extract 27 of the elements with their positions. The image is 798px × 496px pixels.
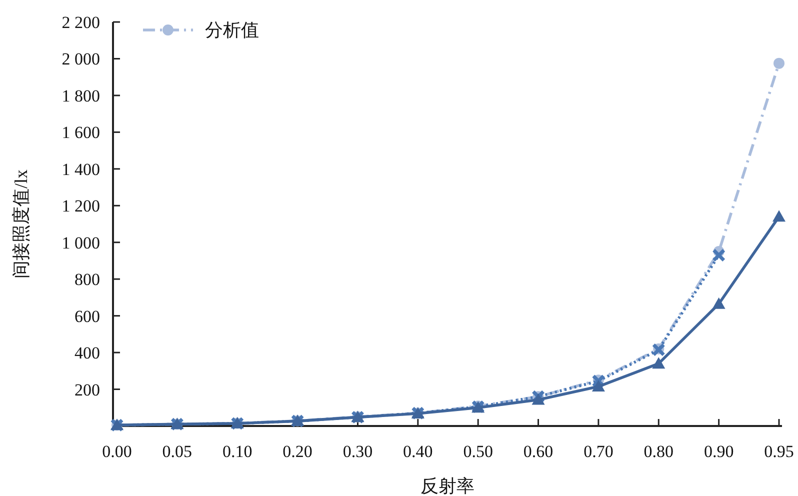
y-tick-label: 1 400 [62, 160, 100, 179]
legend: 分析值 [143, 20, 259, 40]
x-tick-label: 0.30 [342, 442, 373, 461]
y-tick-label: 400 [74, 344, 100, 363]
y-tick-label: 600 [74, 306, 100, 326]
x-tick-label: 0.20 [282, 442, 312, 461]
y-tick-label: 2 000 [62, 50, 100, 69]
x-axis-title: 反射率 [420, 476, 474, 496]
y-tick-label: 1 600 [62, 123, 100, 142]
x-tick-label: 0.70 [584, 442, 614, 461]
y-tick-label: 2 200 [62, 13, 100, 32]
y-axis-title: 间接照度值/lx [11, 169, 31, 279]
x-tick-label: 0.05 [162, 442, 192, 461]
legend-label: 分析值 [205, 20, 259, 40]
y-tick-label: 200 [74, 380, 100, 400]
y-tick-label: 800 [74, 270, 100, 290]
y-tick-label: 1 000 [62, 233, 100, 252]
y-tick-label: 1 200 [62, 196, 100, 216]
y-tick-label: 1 800 [62, 86, 100, 106]
x-tick-label: 0.60 [523, 442, 554, 461]
x-tick-label: 0.90 [704, 442, 734, 461]
x-tick-label: 0.40 [403, 442, 433, 461]
x-tick-label: 0.00 [102, 442, 132, 461]
x-tick-label: 0.50 [463, 442, 493, 461]
x-tick-label: 0.10 [222, 442, 252, 461]
x-tick-label: 0.80 [644, 442, 674, 461]
x-tick-label: 0.95 [764, 442, 794, 461]
